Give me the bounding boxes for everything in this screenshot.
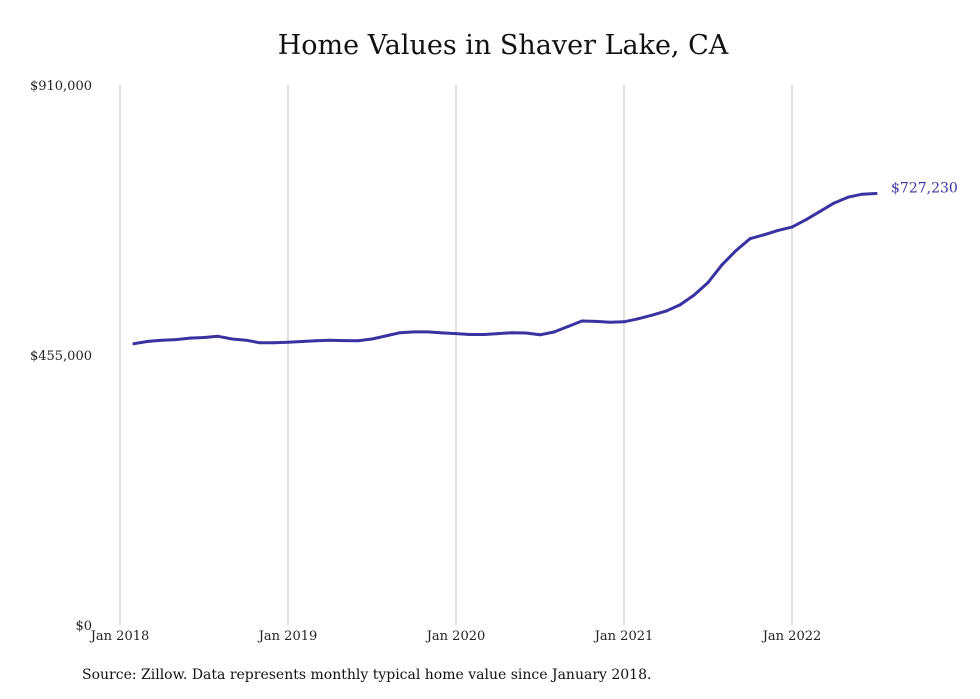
y-tick-label: $910,000: [30, 79, 92, 94]
end-value-label: $727,230: [891, 180, 958, 196]
data-point: [244, 338, 248, 342]
data-point: [776, 228, 780, 232]
data-point: [846, 195, 850, 199]
x-tick-label: Jan 2022: [761, 629, 822, 644]
data-point: [496, 332, 500, 336]
data-point: [678, 303, 682, 307]
chart-title: Home Values in Shaver Lake, CA: [277, 30, 729, 61]
data-point: [426, 330, 430, 334]
data-point: [160, 338, 164, 342]
data-point: [720, 263, 724, 267]
data-point: [692, 293, 696, 297]
data-point: [342, 339, 346, 343]
data-point: [538, 333, 542, 337]
y-tick-label: $455,000: [30, 349, 92, 364]
data-point: [384, 334, 388, 338]
y-tick-label: $0: [75, 619, 92, 634]
data-point: [860, 192, 864, 196]
data-point: [370, 337, 374, 341]
source-note: Source: Zillow. Data represents monthly …: [82, 667, 652, 683]
data-point: [482, 333, 486, 336]
data-point: [356, 339, 360, 343]
data-point: [328, 338, 332, 342]
data-point: [314, 339, 318, 343]
data-point: [636, 317, 640, 321]
data-point: [230, 337, 234, 341]
x-tick-label: Jan 2019: [257, 629, 318, 644]
data-point: [412, 330, 416, 334]
data-point: [734, 249, 738, 253]
data-point: [608, 320, 612, 324]
data-point: [566, 325, 570, 328]
data-point: [664, 309, 668, 313]
data-point: [468, 333, 472, 336]
data-point: [650, 313, 654, 317]
data-point: [706, 281, 710, 285]
data-point: [622, 320, 626, 324]
data-point: [272, 341, 276, 345]
data-point: [510, 331, 514, 335]
data-point: [594, 319, 598, 323]
x-tick-label: Jan 2021: [593, 629, 654, 644]
data-point: [300, 340, 304, 343]
data-point: [258, 341, 262, 345]
data-point: [748, 237, 752, 241]
x-tick-label: Jan 2020: [425, 629, 486, 644]
data-point: [818, 209, 822, 213]
data-point: [174, 338, 178, 342]
series-line: [132, 192, 878, 346]
data-point: [454, 332, 458, 336]
data-point: [132, 342, 136, 346]
data-point: [762, 233, 766, 237]
data-point: [580, 319, 584, 323]
data-point: [286, 340, 290, 344]
data-point: [790, 225, 794, 229]
data-point: [398, 331, 402, 335]
data-point: [832, 201, 836, 205]
data-point: [216, 334, 220, 338]
data-point: [146, 339, 150, 343]
data-point: [552, 330, 556, 334]
data-point: [202, 336, 206, 339]
data-point: [874, 192, 878, 195]
x-tick-label: Jan 2018: [89, 629, 150, 644]
data-point: [188, 336, 192, 340]
data-point: [524, 331, 528, 335]
data-point: [440, 331, 444, 335]
data-point: [804, 218, 808, 222]
